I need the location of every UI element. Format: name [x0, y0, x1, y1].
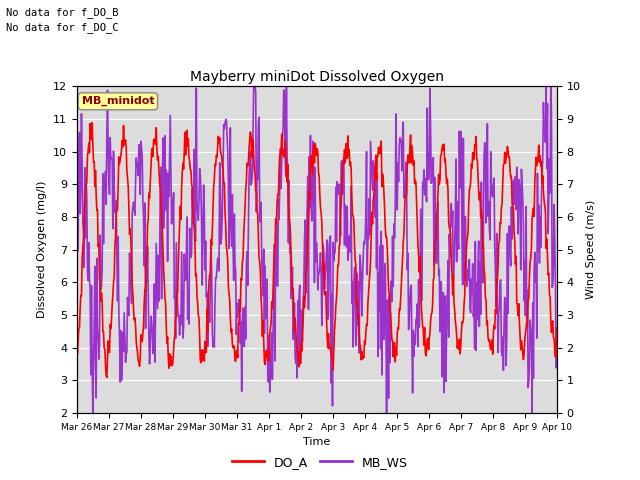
- Title: Mayberry miniDot Dissolved Oxygen: Mayberry miniDot Dissolved Oxygen: [190, 70, 444, 84]
- Text: No data for f_DO_C: No data for f_DO_C: [6, 22, 119, 33]
- Y-axis label: Dissolved Oxygen (mg/l): Dissolved Oxygen (mg/l): [37, 181, 47, 318]
- Y-axis label: Wind Speed (m/s): Wind Speed (m/s): [586, 200, 596, 299]
- X-axis label: Time: Time: [303, 437, 330, 447]
- Text: No data for f_DO_B: No data for f_DO_B: [6, 7, 119, 18]
- Legend: DO_A, MB_WS: DO_A, MB_WS: [227, 451, 413, 474]
- Text: MB_minidot: MB_minidot: [82, 96, 154, 107]
